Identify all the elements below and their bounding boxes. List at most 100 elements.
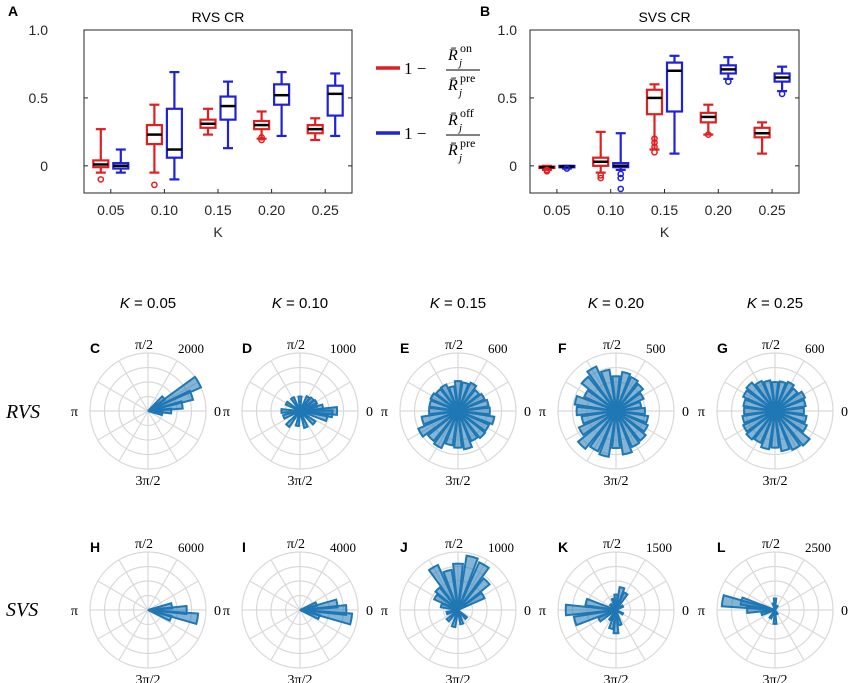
panel-b-box-off xyxy=(665,54,684,155)
panel-a-letter: A xyxy=(8,3,18,19)
panel-l-grid-spoke xyxy=(774,609,826,640)
panel-g-bin-bar xyxy=(774,380,796,412)
panel-e-bin-bar xyxy=(444,410,459,447)
k-title-5: K = 0.25 xyxy=(747,295,803,312)
panel-j-grid-spoke xyxy=(457,609,509,640)
panel-b-xtick-label: 0.15 xyxy=(651,202,678,218)
panel-c-letter: C xyxy=(90,340,100,356)
panel-h-rlim-label: 6000 xyxy=(178,540,204,555)
panel-f-bin-bar xyxy=(598,410,617,458)
panel-g-bin-bar xyxy=(753,410,776,445)
legend-den-sup-on: pre xyxy=(460,71,475,85)
panel-f-bin-bar xyxy=(573,394,617,412)
iqr-box xyxy=(645,88,664,116)
panel-c-grid-spoke xyxy=(97,410,149,441)
row-label-rvs: RVS xyxy=(5,401,40,423)
outlier-point xyxy=(597,174,605,182)
panel-g-bin-bar xyxy=(774,406,805,416)
legend-den-sub-off: j xyxy=(457,152,462,164)
panel-f-label-pi-half: π/2 xyxy=(603,338,621,353)
panel-g-bin-bar xyxy=(774,410,808,424)
panel-k-bin-bar xyxy=(607,609,617,631)
panel-g-bin-bar xyxy=(759,410,776,451)
panel-i-label-pi: π xyxy=(223,604,230,619)
panel-h-letter: H xyxy=(90,539,100,555)
panel-e-bin-bar xyxy=(434,387,459,412)
panel-a-box-off xyxy=(112,148,130,174)
panel-g-bin-bar xyxy=(770,381,780,412)
panel-e-bin-bar xyxy=(429,392,459,412)
panel-c-label-pi: π xyxy=(71,405,78,420)
panel-l-bin-bar xyxy=(746,606,776,614)
legend-num-off: R̄ xyxy=(447,112,458,129)
panel-a-ytick-label: 0 xyxy=(40,158,48,174)
panel-j-bin-bar xyxy=(457,560,491,611)
panel-f-bin-bar xyxy=(580,375,617,412)
panel-l-label-3pi-half: 3π/2 xyxy=(763,673,788,683)
outlier-point xyxy=(597,171,605,179)
panel-k-grid-spoke xyxy=(586,559,617,611)
panel-k-bin-bar xyxy=(610,597,617,611)
panel-b-xtick-label: 0.25 xyxy=(758,202,785,218)
panel-d-bin-bar xyxy=(284,400,301,412)
outlier-point xyxy=(651,139,658,147)
legend-den-on: R̄ xyxy=(447,77,458,94)
panel-g-bin-bar xyxy=(770,410,780,449)
legend-num-on: R̄ xyxy=(447,47,458,64)
panel-g-bin-bar xyxy=(774,410,812,448)
panel-l-grid-spoke xyxy=(774,559,805,611)
panel-f-bin-bar xyxy=(611,375,621,412)
outlier-point xyxy=(704,131,712,138)
panel-i-rlim-label: 4000 xyxy=(330,540,356,555)
panel-f-rlim-label: 500 xyxy=(646,341,666,356)
panel-f-bin-bar xyxy=(577,410,617,437)
panel-k-bin-bar xyxy=(596,609,617,623)
panel-i-label-zero: 0 xyxy=(366,604,373,619)
panel-f-bin-bar xyxy=(615,410,650,433)
panel-k-label-pi: π xyxy=(539,604,546,619)
panel-b-box-on xyxy=(538,164,556,175)
panel-k-grid-spoke xyxy=(615,580,667,611)
panel-i-bin-bar xyxy=(299,609,321,621)
panel-b-xtick-label: 0.10 xyxy=(597,202,624,218)
panel-b-letter: B xyxy=(480,3,490,19)
panel-j-label-zero: 0 xyxy=(524,604,531,619)
panel-c-grid-spoke xyxy=(147,410,178,462)
panel-k-bin-bar xyxy=(584,597,617,611)
panel-c-grid-spoke xyxy=(118,410,149,462)
panel-k-bin-bar xyxy=(564,603,617,617)
panel-l-grid-spoke xyxy=(774,580,826,611)
panel-f-bin-bar xyxy=(586,365,617,412)
panel-h-bin-bar xyxy=(147,602,174,611)
panel-k-rlim-label: 1500 xyxy=(646,540,672,555)
panel-j-grid-spoke xyxy=(457,609,488,661)
panel-f-bin-bar xyxy=(615,382,645,412)
panel-a-box-on xyxy=(92,128,110,183)
panel-e-bin-bar xyxy=(416,410,459,439)
panel-d-label-zero: 0 xyxy=(366,405,373,420)
panel-l-bin-bar xyxy=(771,601,776,611)
panel-a-box-on xyxy=(199,107,217,136)
panel-i-grid-spoke xyxy=(299,559,330,611)
panel-a-box-off xyxy=(165,71,183,181)
panel-g-label-3pi-half: 3π/2 xyxy=(763,474,788,489)
panel-g-bin-bar xyxy=(745,381,776,412)
panel-b-title: SVS CR xyxy=(638,9,690,25)
panel-e-label-pi-half: π/2 xyxy=(445,338,463,353)
legend: 1 − R̄ j on R̄ j pre 1 − R̄ j off R̄ j p… xyxy=(376,41,480,164)
panel-e-bin-bar xyxy=(457,381,470,412)
panel-a-xtick-label: 0.05 xyxy=(97,202,124,218)
panel-b-xtick-label: 0.05 xyxy=(543,202,570,218)
panel-h-grid-spoke xyxy=(118,609,149,661)
panel-h-label-zero: 0 xyxy=(214,604,221,619)
panel-j-bin-bar xyxy=(439,602,459,611)
outlier-point xyxy=(97,176,105,183)
panel-c-grid-spoke xyxy=(147,410,199,441)
outlier-point xyxy=(617,170,625,178)
panel-b-box-off xyxy=(719,56,737,85)
k-title-2: K = 0.10 xyxy=(272,295,328,312)
panel-e-bin-bar xyxy=(432,410,459,450)
outlier-point xyxy=(258,136,265,144)
